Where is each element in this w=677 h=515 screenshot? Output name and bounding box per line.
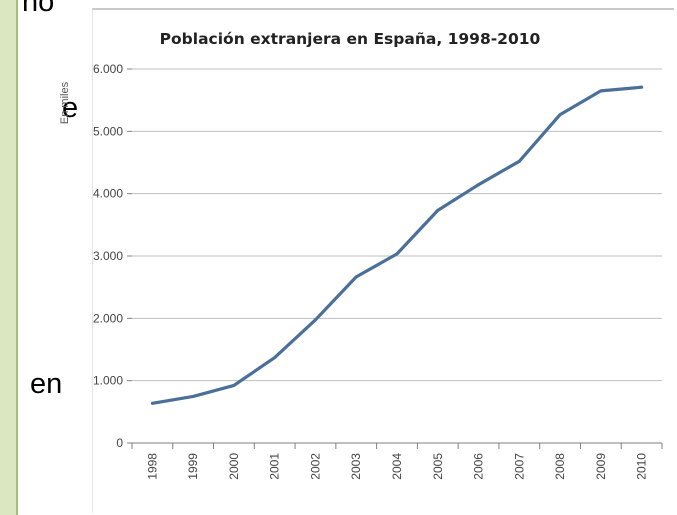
data-point [436, 209, 440, 212]
data-point [517, 159, 521, 163]
x-tick-label: 2005 [431, 453, 445, 480]
y-tick-label: 6.000 [93, 62, 123, 76]
x-tick-labels: 1998 1999 2000 2001 2002 2003 2004 2005 2006 2007… [145, 453, 648, 480]
x-tick-label: 2008 [553, 453, 567, 480]
y-tick-label: 3.000 [93, 249, 123, 263]
background-text-fragment: en [30, 368, 63, 400]
grid-lines [127, 68, 662, 444]
data-point [395, 252, 399, 256]
chart-title: Población extranjera en España, 1998-201… [160, 30, 541, 48]
y-tick-label: 5.000 [93, 124, 123, 138]
series-group [150, 85, 644, 405]
data-point [273, 356, 277, 360]
x-tick-label: 2004 [390, 453, 404, 480]
data-point [232, 384, 236, 387]
data-point [191, 394, 195, 398]
background-text-fragment: e [62, 92, 79, 124]
y-tick-label: 0 [116, 436, 123, 450]
x-tick-label: 2007 [512, 453, 526, 480]
x-axis [131, 442, 663, 449]
x-tick-label: 2009 [594, 453, 608, 480]
data-point [150, 401, 154, 405]
x-tick-label: 2001 [268, 453, 282, 480]
x-tick-label: 1999 [186, 453, 200, 480]
series-line [150, 85, 644, 405]
background-text-fragment: no [22, 0, 55, 18]
data-point [599, 89, 603, 93]
y-tick-label: 1.000 [93, 374, 123, 388]
data-point [640, 85, 644, 89]
y-axis-label: En miles [59, 81, 71, 124]
slide-side-panel [0, 0, 18, 515]
x-tick-label: 2010 [635, 453, 649, 480]
data-point [354, 275, 358, 279]
x-tick-label: 2002 [308, 453, 322, 480]
x-tick-label: 1998 [145, 453, 159, 480]
y-tick-label: 2.000 [93, 311, 123, 325]
data-point [314, 318, 317, 322]
data-point [558, 113, 562, 117]
x-tick-label: 2000 [227, 453, 241, 480]
y-tick-labels: 0 1.000 2.000 3.000 4.000 5.000 6.000 [93, 62, 123, 450]
y-tick-label: 4.000 [93, 187, 123, 201]
data-point [477, 183, 480, 187]
x-tick-label: 2003 [349, 453, 363, 480]
x-tick-label: 2006 [472, 453, 486, 480]
